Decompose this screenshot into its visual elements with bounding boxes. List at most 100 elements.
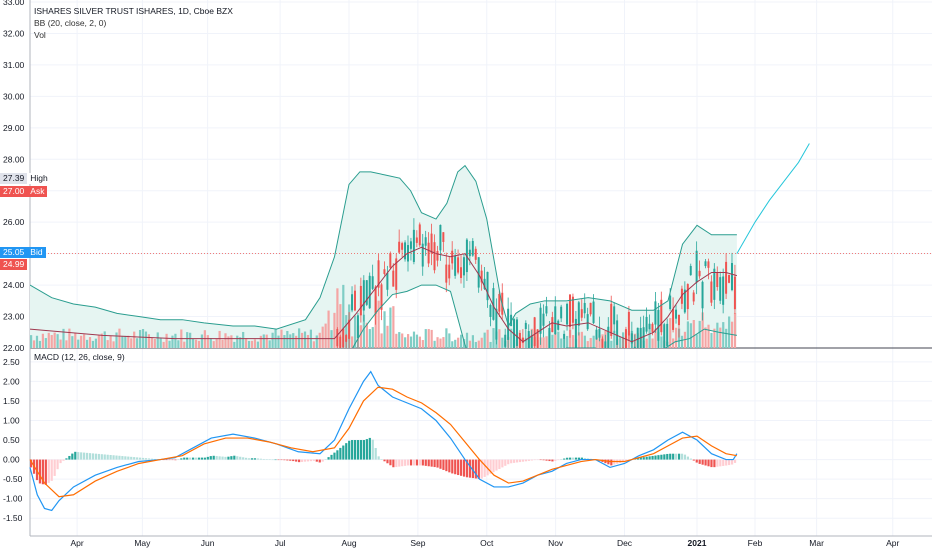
volume-bar <box>568 329 572 348</box>
macd-histogram-bar <box>728 459 731 466</box>
volume-bar <box>312 341 315 348</box>
macd-histogram-bar <box>38 459 42 484</box>
time-tick-label: Jul <box>275 538 286 548</box>
macd-histogram-bar <box>577 457 581 460</box>
macd-histogram-bar <box>460 459 463 476</box>
symbol-title[interactable]: ISHARES SILVER TRUST ISHARES, 1D, Cboe B… <box>34 6 233 16</box>
macd-histogram-bar <box>30 459 33 468</box>
candle-body <box>695 250 698 283</box>
candle-body <box>342 328 345 348</box>
macd-histogram-bar <box>298 459 301 463</box>
macd-histogram-bar <box>230 456 233 460</box>
macd-histogram-bar <box>639 457 642 460</box>
candle-body <box>471 240 474 256</box>
volume-bar <box>427 329 430 348</box>
macd-histogram-bar <box>660 454 663 460</box>
candle-body <box>598 328 601 338</box>
volume-bar <box>186 332 189 348</box>
volume-bar <box>368 329 371 348</box>
price-tick-label: 26.00 <box>3 217 25 227</box>
time-tick-label: Nov <box>548 538 564 548</box>
volume-bar <box>303 331 307 348</box>
volume-study-label[interactable]: Vol <box>34 30 46 40</box>
volume-bar <box>171 335 174 348</box>
volume-bar <box>189 332 192 348</box>
candle-body <box>386 272 389 290</box>
macd-histogram-bar <box>409 459 413 466</box>
volume-bar <box>239 337 242 348</box>
macd-histogram-bar <box>100 454 103 460</box>
candle-body <box>566 303 569 325</box>
candle-body <box>677 314 680 326</box>
macd-histogram-bar <box>648 456 651 460</box>
candle-body <box>583 302 586 314</box>
macd-histogram-bar <box>536 459 539 461</box>
macd-histogram-bar <box>695 459 698 463</box>
macd-histogram-bar <box>389 459 392 466</box>
volume-bar <box>430 329 433 348</box>
macd-histogram-bar <box>94 453 97 460</box>
volume-bar <box>677 328 681 348</box>
candle-body <box>586 314 589 330</box>
candle-body <box>645 316 648 332</box>
macd-histogram-bar <box>571 457 575 460</box>
macd-histogram-bar <box>283 459 286 461</box>
candle-body <box>651 323 654 332</box>
macd-study-label[interactable]: MACD (12, 26, close, 9) <box>34 352 125 362</box>
volume-bar <box>236 335 239 348</box>
macd-histogram-bar <box>716 459 719 467</box>
macd-histogram-bar <box>663 454 666 460</box>
candle-body <box>733 276 736 310</box>
candle-body <box>713 268 716 300</box>
macd-histogram-bar <box>168 459 171 461</box>
candle-body <box>607 326 610 348</box>
volume-bar <box>371 327 374 348</box>
volume-bar <box>197 340 201 348</box>
macd-histogram-bar <box>415 459 419 466</box>
volume-bar <box>462 338 466 348</box>
volume-bar <box>68 328 71 348</box>
macd-histogram-bar <box>274 459 277 461</box>
volume-bar <box>183 341 186 348</box>
macd-histogram-bar <box>174 459 177 461</box>
volume-bar <box>401 333 404 348</box>
volume-bar <box>53 332 56 348</box>
macd-histogram-bar <box>542 459 545 461</box>
macd-histogram-bar <box>224 456 227 460</box>
volume-bar <box>442 337 445 348</box>
macd-histogram-bar <box>136 457 139 460</box>
volume-bar <box>85 339 89 348</box>
candle-body <box>477 257 480 288</box>
bb-study-label[interactable]: BB (20, close, 2, 0) <box>34 18 107 28</box>
macd-histogram-bar <box>315 459 318 462</box>
macd-histogram-bar <box>672 453 675 460</box>
volume-bar <box>583 335 586 348</box>
volume-bar <box>203 330 206 348</box>
macd-histogram-bar <box>383 459 386 462</box>
volume-bar <box>580 331 583 348</box>
candle-body <box>663 324 666 348</box>
macd-histogram-bar <box>557 459 560 461</box>
price-tag-value: 27.39 <box>0 173 28 185</box>
candle-body <box>666 323 669 346</box>
macd-histogram-bar <box>115 455 118 460</box>
candle-body <box>380 284 383 310</box>
macd-histogram-bar <box>448 459 451 473</box>
price-tick-label: 22.00 <box>3 343 25 353</box>
volume-bar <box>560 338 563 348</box>
volume-bar <box>474 341 477 348</box>
price-tag-value: 25.05 <box>0 247 28 259</box>
volume-bar <box>542 337 545 348</box>
volume-bar <box>165 333 168 348</box>
volume-bar <box>480 337 483 348</box>
macd-histogram-bar <box>675 453 678 460</box>
volume-bar <box>619 336 622 348</box>
candle-body <box>492 288 495 320</box>
price-tick-label: 24.00 <box>3 280 25 290</box>
macd-histogram-bar <box>451 459 454 474</box>
volume-bar <box>150 337 153 348</box>
candle-body <box>404 242 407 260</box>
macd-histogram-bar <box>730 459 734 465</box>
